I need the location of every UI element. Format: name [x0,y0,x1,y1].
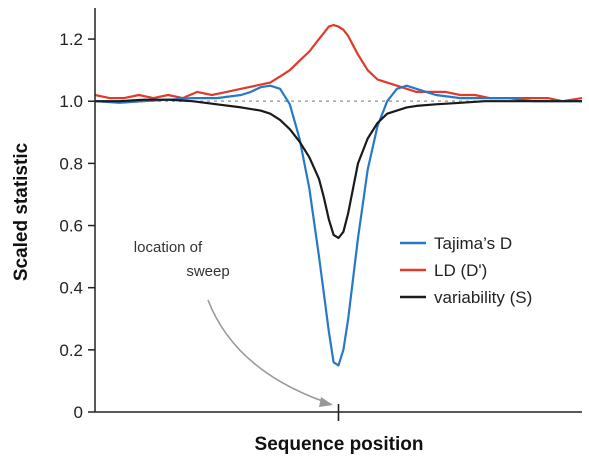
series-line-1 [95,25,582,101]
y-ticks-layer: 0 0.2 0.4 0.6 0.8 1.0 1.2 [59,30,95,422]
series-line-0 [95,86,582,366]
y-tick-label: 0.2 [59,341,83,360]
y-axis-title: Scaled statistic [11,142,32,281]
y-tick-label: 1.2 [59,30,83,49]
x-axis-title: Sequence position [255,434,424,455]
y-tick-label: 1.0 [59,92,83,111]
annotation: location of sweep [134,239,333,407]
legend-label-1: LD (D') [434,261,487,280]
y-tick-label: 0 [74,403,83,422]
axes-layer [95,8,582,412]
legend: Tajima’s D LD (D') variability (S) [400,234,532,307]
annotation-arrowhead [319,397,333,407]
legend-label-2: variability (S) [434,288,532,307]
series-line-2 [95,100,582,238]
legend-label-0: Tajima’s D [434,234,512,253]
y-tick-label: 0.6 [59,217,83,236]
annotation-line-2: sweep [186,263,229,280]
annotation-arrow [208,300,325,402]
series-layer [95,25,582,365]
y-tick-label: 0.8 [59,154,83,173]
annotation-line-1: location of [134,239,203,256]
y-tick-label: 0.4 [59,279,83,298]
